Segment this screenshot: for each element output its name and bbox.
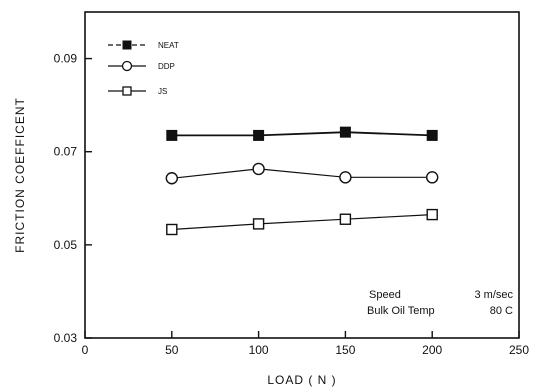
y-tick-label: 0.09 xyxy=(54,52,78,66)
data-point-js xyxy=(426,208,438,221)
x-tick-label: 250 xyxy=(509,343,529,357)
legend-label-ddp: DDP xyxy=(158,62,175,71)
data-point-neat xyxy=(166,129,178,141)
series-markers xyxy=(165,126,439,236)
x-tick-label: 50 xyxy=(165,343,179,357)
legend-label-js: JS xyxy=(158,87,167,96)
data-point-js xyxy=(339,213,352,225)
legend-entry-js: JS xyxy=(108,86,167,96)
x-tick-label: 100 xyxy=(249,343,269,357)
series-line-ddp xyxy=(171,168,433,179)
legend-entry-neat: NEAT xyxy=(108,40,179,50)
series-lines xyxy=(171,131,433,231)
legend-entry-ddp: DDP xyxy=(108,60,175,72)
data-point-neat xyxy=(426,129,438,141)
filled-square-marker-icon xyxy=(122,40,132,50)
data-point-js xyxy=(166,223,178,236)
legend-label-neat: NEAT xyxy=(158,41,179,50)
note-speed-label: Speed xyxy=(369,289,401,301)
note-temp-value: 80 C xyxy=(490,305,513,317)
y-tick-label: 0.07 xyxy=(54,145,78,159)
series-line-js xyxy=(171,214,433,231)
conditions-note: Speed 3 m/sec Bulk Oil Temp 80 C xyxy=(367,289,513,317)
data-point-neat xyxy=(339,126,351,138)
data-point-ddp xyxy=(426,171,439,184)
y-tick-label: 0.03 xyxy=(54,331,78,345)
note-speed-value: 3 m/sec xyxy=(474,289,513,301)
data-point-ddp xyxy=(252,162,265,176)
y-axis-title: FRICTION COEFFICENT xyxy=(13,97,27,253)
x-tick-label: 200 xyxy=(422,343,442,357)
series-line-neat xyxy=(171,131,433,137)
data-point-js xyxy=(252,218,265,230)
open-square-marker-icon xyxy=(122,86,132,96)
open-circle-marker-icon xyxy=(121,60,133,72)
y-tick-label: 0.05 xyxy=(54,238,78,252)
legend: NEAT DDP JS xyxy=(108,40,179,96)
x-tick-label: 150 xyxy=(335,343,355,357)
note-temp-label: Bulk Oil Temp xyxy=(367,305,435,317)
plot-frame xyxy=(84,11,520,339)
data-point-neat xyxy=(253,129,265,141)
data-point-ddp xyxy=(339,171,352,184)
x-axis-title: LOAD ( N ) xyxy=(267,373,336,387)
x-tick-label: 0 xyxy=(82,343,89,357)
data-point-ddp xyxy=(165,172,179,185)
axis-ticks: 0 50 100 150 200 250 0.03 0.05 0.07 0.09 xyxy=(54,52,530,357)
